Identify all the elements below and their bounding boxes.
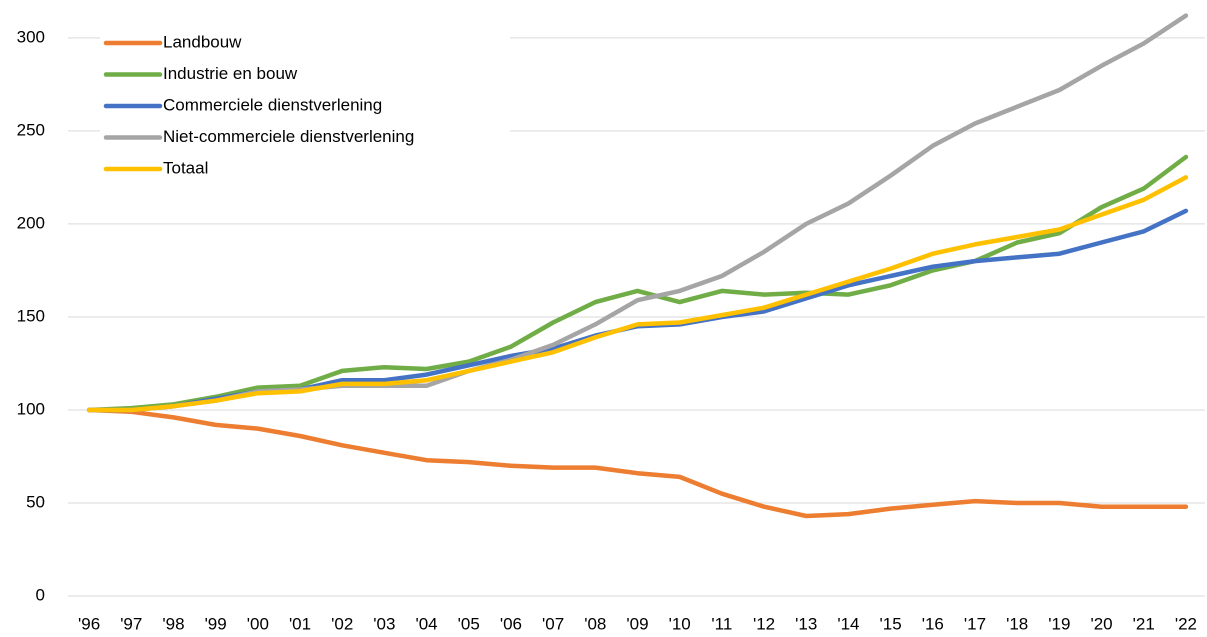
x-tick-label: '98 — [162, 614, 184, 633]
y-tick-label: 300 — [17, 27, 45, 46]
x-tick-label: '07 — [542, 614, 564, 633]
legend-label: Landbouw — [163, 32, 242, 51]
x-tick-label: '96 — [78, 614, 100, 633]
x-tick-label: '17 — [964, 614, 986, 633]
x-tick-label: '03 — [373, 614, 395, 633]
x-tick-label: '22 — [1175, 614, 1197, 633]
x-tick-label: '20 — [1090, 614, 1112, 633]
y-tick-label: 250 — [17, 120, 45, 139]
y-tick-label: 200 — [17, 213, 45, 232]
x-tick-label: '19 — [1048, 614, 1070, 633]
y-tick-label: 50 — [26, 492, 45, 511]
x-tick-label: '08 — [584, 614, 606, 633]
y-tick-label: 150 — [17, 306, 45, 325]
y-tick-label: 0 — [36, 585, 45, 604]
x-tick-label: '10 — [669, 614, 691, 633]
x-tick-label: '14 — [837, 614, 859, 633]
x-tick-label: '05 — [458, 614, 480, 633]
legend-label: Industrie en bouw — [163, 64, 298, 83]
series-line — [86, 154, 1189, 413]
x-tick-label: '06 — [500, 614, 522, 633]
legend-box — [100, 28, 510, 188]
x-tick-label: '09 — [626, 614, 648, 633]
x-tick-label: '15 — [880, 614, 902, 633]
y-tick-label: 100 — [17, 399, 45, 418]
legend-label: Niet-commerciele dienstverlening — [163, 127, 414, 146]
x-tick-label: '11 — [711, 614, 732, 633]
series-line — [86, 407, 1189, 519]
x-tick-label: '13 — [795, 614, 817, 633]
x-tick-label: '97 — [120, 614, 142, 633]
x-tick-label: '99 — [205, 614, 227, 633]
x-tick-label: '16 — [922, 614, 944, 633]
series-line — [86, 175, 1189, 413]
x-tick-label: '18 — [1006, 614, 1028, 633]
x-tick-label: '01 — [289, 614, 311, 633]
legend-label: Commerciele dienstverlening — [163, 95, 382, 114]
x-tick-label: '00 — [247, 614, 269, 633]
x-tick-label: '04 — [415, 614, 437, 633]
legend-label: Totaal — [163, 158, 208, 177]
x-tick-label: '02 — [331, 614, 353, 633]
x-tick-label: '12 — [753, 614, 775, 633]
x-tick-label: '21 — [1133, 614, 1155, 633]
